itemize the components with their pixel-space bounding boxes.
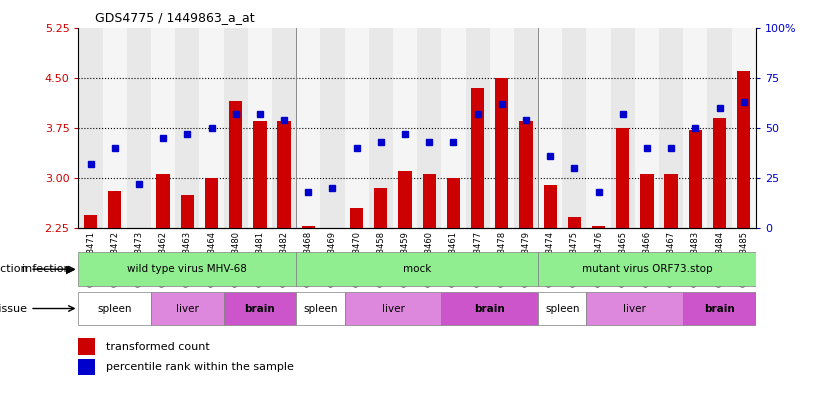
Text: brain: brain [704,303,735,314]
Bar [544,185,557,228]
Text: mutant virus ORF73.stop: mutant virus ORF73.stop [582,264,712,274]
Text: wild type virus MHV-68: wild type virus MHV-68 [127,264,247,274]
Bar [297,28,320,228]
Bar [199,28,224,228]
Bar [689,130,702,228]
Text: mock: mock [403,264,431,274]
Text: spleen: spleen [303,303,338,314]
Bar [737,71,750,228]
Text: liver: liver [624,303,646,314]
Bar [567,217,581,228]
Text: brain: brain [244,303,275,314]
Bar [205,178,218,228]
Bar [447,178,460,228]
Bar [441,292,538,325]
Bar [538,28,563,228]
Bar [156,174,170,228]
Bar [229,101,242,228]
Bar [586,28,610,228]
Bar [297,292,344,325]
Bar [659,28,683,228]
Bar [393,28,417,228]
Text: infection: infection [0,264,27,274]
Bar [350,208,363,228]
Bar [368,28,393,228]
Bar [175,28,199,228]
Bar [78,292,151,325]
Bar [520,121,533,228]
Bar [301,226,315,228]
Bar [254,121,267,228]
Bar [471,88,484,228]
Bar [151,28,175,228]
Bar [683,28,707,228]
Bar [78,359,96,375]
Bar [181,195,194,228]
Bar [272,28,297,228]
Bar [586,292,683,325]
Text: liver: liver [382,303,405,314]
Bar [102,28,127,228]
Bar [127,28,151,228]
Bar [610,28,635,228]
Text: liver: liver [176,303,199,314]
Bar [248,28,272,228]
Bar [732,28,756,228]
Bar [78,28,102,228]
Bar [495,78,509,228]
Bar [278,121,291,228]
Text: spleen: spleen [545,303,580,314]
Text: GDS4775 / 1449863_a_at: GDS4775 / 1449863_a_at [95,11,254,24]
Bar [108,191,121,228]
Text: ▶: ▶ [66,264,74,274]
Text: percentile rank within the sample: percentile rank within the sample [106,362,293,372]
Bar [344,28,368,228]
Bar [490,28,514,228]
Bar [563,28,586,228]
Bar [616,128,629,228]
Bar [224,28,248,228]
Bar [374,188,387,228]
Bar [224,292,297,325]
Bar [538,292,586,325]
Bar [707,28,732,228]
Bar [635,28,659,228]
Bar [538,252,756,286]
Bar [78,338,96,355]
Text: spleen: spleen [97,303,132,314]
Bar [78,252,297,286]
Bar [417,28,441,228]
Bar [640,174,653,228]
Bar [592,226,605,228]
Text: transformed count: transformed count [106,342,209,352]
Bar [466,28,490,228]
Bar [297,252,538,286]
Bar [441,28,466,228]
Bar [664,174,678,228]
Bar [151,292,224,325]
Bar [423,174,436,228]
Text: tissue: tissue [0,303,27,314]
Bar [683,292,756,325]
Bar [398,171,411,228]
Bar [84,215,97,228]
Bar [320,28,344,228]
Text: infection: infection [22,264,74,274]
Bar [344,292,441,325]
Text: brain: brain [474,303,505,314]
Bar [514,28,538,228]
Bar [713,118,726,228]
